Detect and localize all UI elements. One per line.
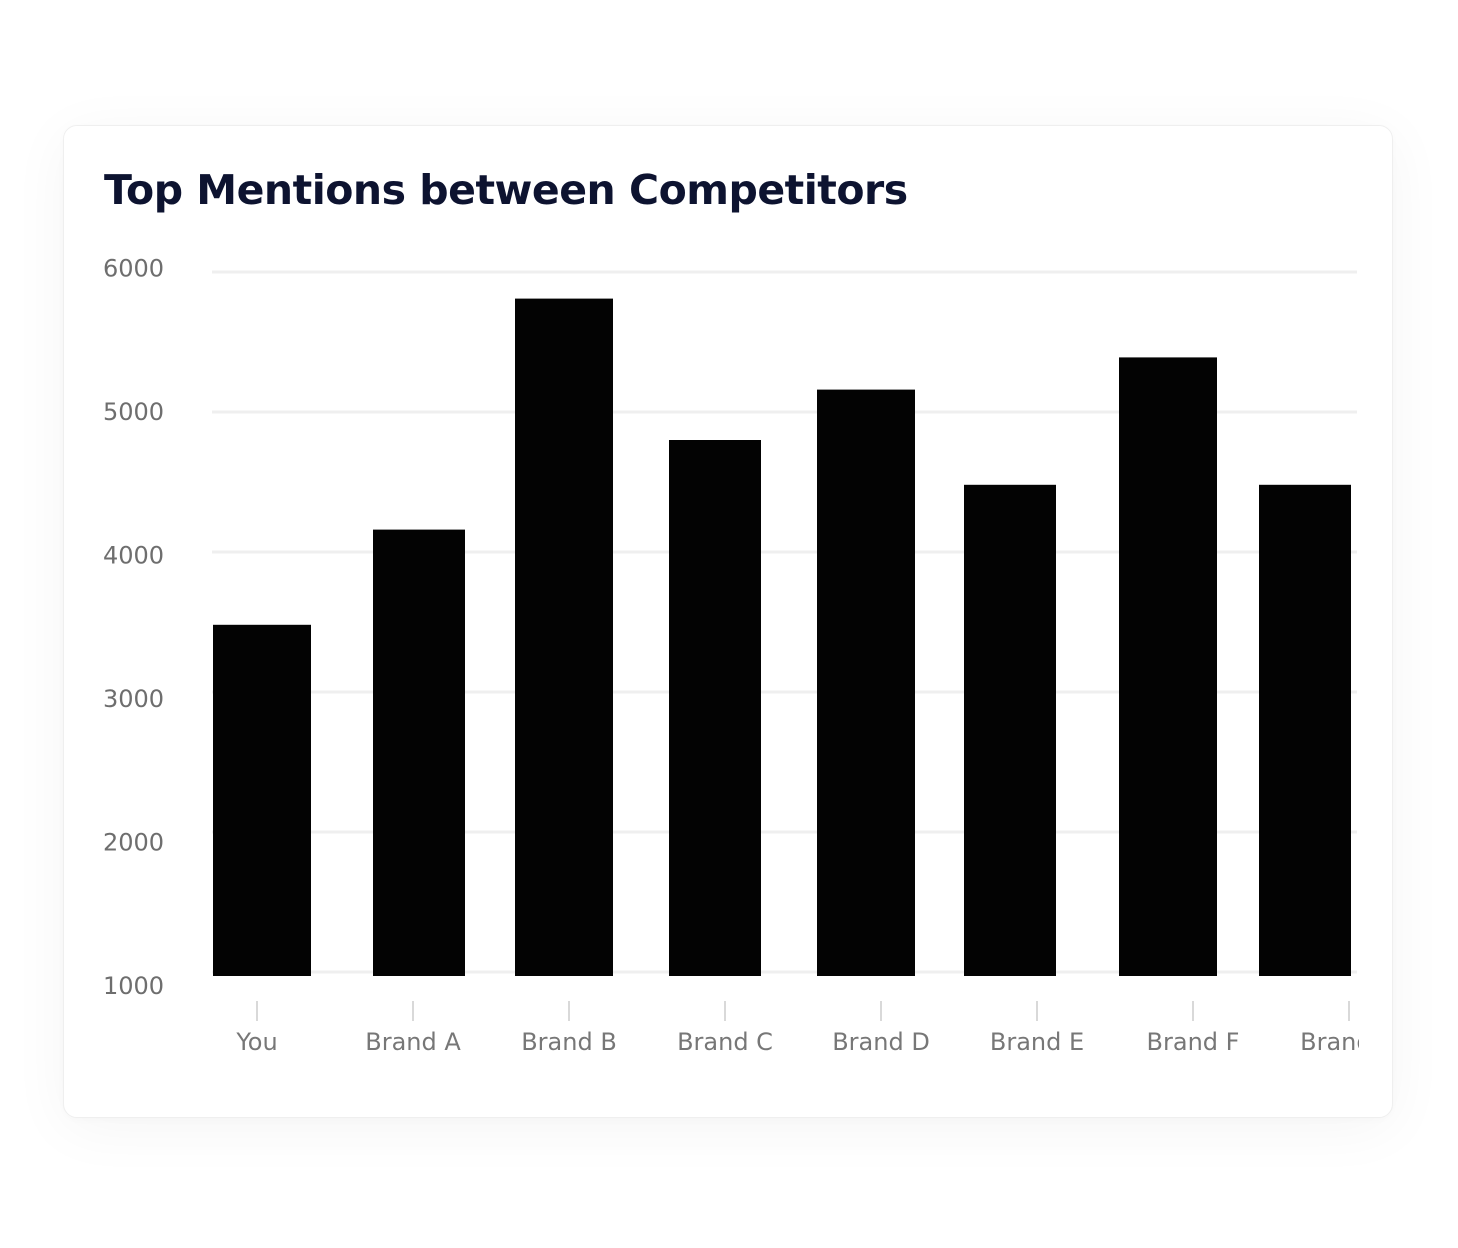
y-tick-label: 2000 xyxy=(103,829,164,857)
x-tick-label: Brand B xyxy=(521,1028,617,1056)
chart-title: Top Mentions between Competitors xyxy=(104,166,908,214)
chart-card: Top Mentions between Competitors 1000 200… xyxy=(63,125,1393,1118)
x-tick-label: Brand C xyxy=(677,1028,773,1056)
bar-brand-d[interactable] xyxy=(817,389,915,977)
bars xyxy=(213,298,1351,977)
x-tick-label: Brand E xyxy=(990,1028,1084,1056)
x-axis: You Brand A Brand B Brand C Brand D Brand E Br… xyxy=(235,1001,1398,1056)
x-tick-label: Brand F xyxy=(1147,1028,1240,1056)
bar-brand-c[interactable] xyxy=(669,440,761,976)
y-tick-label: 5000 xyxy=(103,398,164,426)
bar-chart: 1000 2000 3000 4000 5000 6000 You Brand A Brand… xyxy=(103,255,1359,1057)
y-tick-label: 4000 xyxy=(103,542,164,570)
x-tick-label: Brand D xyxy=(832,1028,930,1056)
bar-brand-a[interactable] xyxy=(373,529,465,976)
y-tick-label: 6000 xyxy=(103,255,164,283)
bar-brand-g[interactable] xyxy=(1259,484,1351,976)
y-tick-label: 1000 xyxy=(103,972,164,1000)
y-axis: 1000 2000 3000 4000 5000 6000 xyxy=(103,255,164,1001)
bar-brand-f[interactable] xyxy=(1119,357,1217,976)
x-tick-label: Brand A xyxy=(365,1028,461,1056)
x-tick-label: You xyxy=(235,1028,277,1056)
bar-brand-b[interactable] xyxy=(515,298,613,977)
x-tick-label: Brand G xyxy=(1300,1028,1398,1056)
bar-you[interactable] xyxy=(213,624,311,976)
bar-brand-e[interactable] xyxy=(964,484,1056,976)
y-tick-label: 3000 xyxy=(103,685,164,713)
